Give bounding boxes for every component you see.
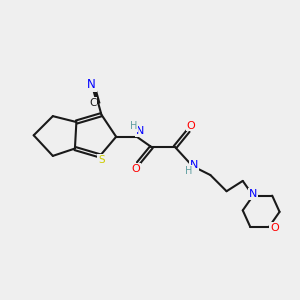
- Text: O: O: [270, 223, 279, 233]
- Text: H: H: [130, 122, 137, 131]
- Text: N: N: [189, 160, 198, 170]
- Text: H: H: [184, 166, 192, 176]
- Text: N: N: [87, 78, 96, 91]
- Text: C: C: [89, 98, 97, 108]
- Text: S: S: [98, 155, 105, 165]
- Text: N: N: [136, 126, 145, 136]
- Text: O: O: [187, 121, 196, 130]
- Text: N: N: [249, 189, 257, 199]
- Text: O: O: [131, 164, 140, 173]
